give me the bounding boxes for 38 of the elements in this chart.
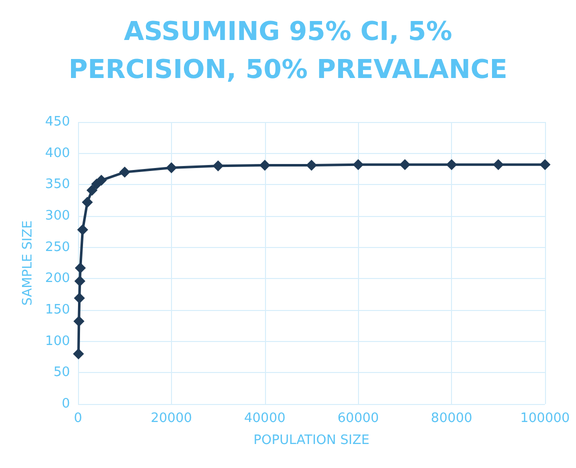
point (82, 196, 93, 208)
x-tick-label: 100000 (520, 411, 570, 426)
point (306, 160, 317, 171)
y-tick-label: 150 (45, 302, 70, 318)
x-tick-label: 40000 (244, 411, 286, 426)
y-tick-label: 200 (45, 271, 70, 286)
y-tick-label: 300 (45, 208, 70, 224)
point (259, 160, 270, 171)
point (74, 276, 86, 287)
y-tick-label: 0 (62, 396, 70, 412)
y-tick-label: 450 (45, 114, 70, 130)
y-tick-label: 350 (45, 177, 70, 192)
point (166, 162, 177, 174)
point (119, 166, 130, 178)
chart-title: ASSUMING 95% CI, 5% PERCISION, 50% PREVALANCE (68, 17, 508, 85)
y-tick-label: 400 (45, 146, 70, 161)
y-tick-label: 50 (53, 365, 70, 380)
point (212, 160, 224, 172)
x-tick-label: 20000 (150, 411, 192, 426)
point (77, 224, 88, 236)
point (492, 159, 504, 170)
point (540, 159, 550, 170)
point (86, 184, 98, 196)
y-tick-label: 250 (45, 240, 70, 255)
point (72, 348, 84, 360)
point (96, 174, 107, 186)
y-tick-label: 100 (45, 334, 70, 349)
x-tick-label: 60000 (338, 411, 379, 426)
y-axis-title: SAMPLE SIZE (20, 220, 36, 306)
point (352, 159, 364, 170)
point (73, 316, 84, 327)
point (446, 159, 458, 170)
x-tick-label: 80000 (430, 411, 472, 426)
point (74, 292, 85, 304)
x-axis-title: POPULATION SIZE (254, 433, 370, 448)
point (74, 262, 86, 274)
x-tick-label: 0 (74, 411, 82, 426)
point (399, 159, 410, 170)
